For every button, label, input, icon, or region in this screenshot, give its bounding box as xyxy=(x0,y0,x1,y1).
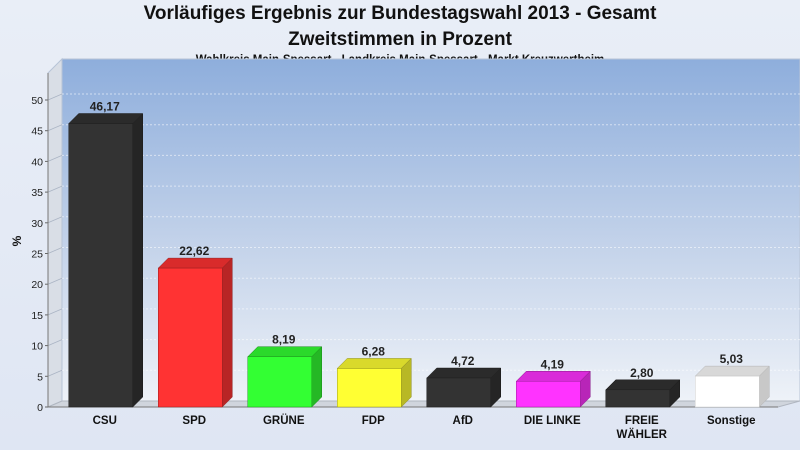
bar-front xyxy=(337,368,402,408)
y-tick-label: 15 xyxy=(31,310,43,322)
y-tick-label: 20 xyxy=(31,279,43,291)
bar-value-label: 6,28 xyxy=(362,344,386,358)
bar-top xyxy=(694,365,770,377)
x-tick-label: FDP xyxy=(362,415,385,427)
chart-subtitle: Zweitstimmen in Prozent xyxy=(288,29,512,50)
y-tick-label: 30 xyxy=(31,218,43,230)
bar-sonstige xyxy=(694,365,770,408)
bar-top xyxy=(515,371,591,382)
x-tick-label: DIE LINKE xyxy=(524,415,581,427)
bar-top xyxy=(157,257,233,269)
bar-value-label: 4,19 xyxy=(541,357,565,371)
x-tick-label: AfD xyxy=(453,415,473,427)
x-tick-label: GRÜNE xyxy=(263,414,305,427)
bar-grüne xyxy=(247,346,323,408)
bar-value-label: 8,19 xyxy=(272,333,296,347)
bar-value-label: 22,62 xyxy=(179,244,209,258)
gridline-side xyxy=(47,308,63,316)
gridline-side xyxy=(47,155,63,162)
y-tick-label: 45 xyxy=(31,126,43,138)
y-tick-label: 5 xyxy=(37,371,43,383)
bar-value-label: 4,72 xyxy=(451,354,475,368)
x-tick-label: CSU xyxy=(93,415,117,427)
y-tick-label: 50 xyxy=(31,95,43,107)
y-axis-label: % xyxy=(10,235,24,246)
bar-value-label: 5,03 xyxy=(720,352,744,366)
x-tick-label: SPD xyxy=(182,415,206,427)
bar-csu xyxy=(68,112,144,408)
bar-fdp xyxy=(336,357,412,408)
bar-side xyxy=(311,346,322,408)
gridline-side xyxy=(47,185,63,193)
bar-freie-wähler xyxy=(605,379,681,408)
gridline-side xyxy=(47,247,63,254)
gridline-side xyxy=(47,124,63,132)
bar-value-label: 2,80 xyxy=(630,366,654,380)
gridline-side xyxy=(47,93,63,101)
bar-front xyxy=(605,389,670,408)
bar-front xyxy=(695,375,760,408)
bar-top xyxy=(247,346,323,357)
y-tick-label: 40 xyxy=(31,156,43,168)
gridline-side xyxy=(47,369,63,377)
bar-top xyxy=(426,367,502,379)
bar-value-label: 46,17 xyxy=(90,100,120,114)
bar-afd xyxy=(426,367,502,408)
bar-side xyxy=(222,257,233,408)
y-tick-label: 10 xyxy=(31,341,43,353)
gridline-side xyxy=(47,216,63,224)
gridline-side xyxy=(47,339,63,346)
y-tick-label: 35 xyxy=(31,187,43,199)
x-tick-label: WÄHLER xyxy=(617,428,668,441)
y-tick-label: 25 xyxy=(31,249,43,261)
bar-front xyxy=(247,356,312,408)
bar-top xyxy=(68,113,144,124)
bar-front xyxy=(516,381,581,408)
bar-front xyxy=(68,123,133,408)
bar-front xyxy=(158,267,223,408)
bar-side xyxy=(132,112,143,408)
bar-die-linke xyxy=(515,370,591,408)
y-tick-label: 0 xyxy=(37,402,43,414)
bar-front xyxy=(426,377,491,408)
chart-title: Vorläufiges Ergebnis zur Bundestagswahl … xyxy=(143,3,657,24)
x-tick-label: FREIE xyxy=(625,415,659,427)
bar-top xyxy=(336,358,412,369)
bar-top xyxy=(605,379,681,391)
plot-side-wall xyxy=(47,57,63,408)
bar-spd xyxy=(157,257,233,408)
x-tick-label: Sonstige xyxy=(707,415,756,427)
gridline-side xyxy=(47,277,63,285)
